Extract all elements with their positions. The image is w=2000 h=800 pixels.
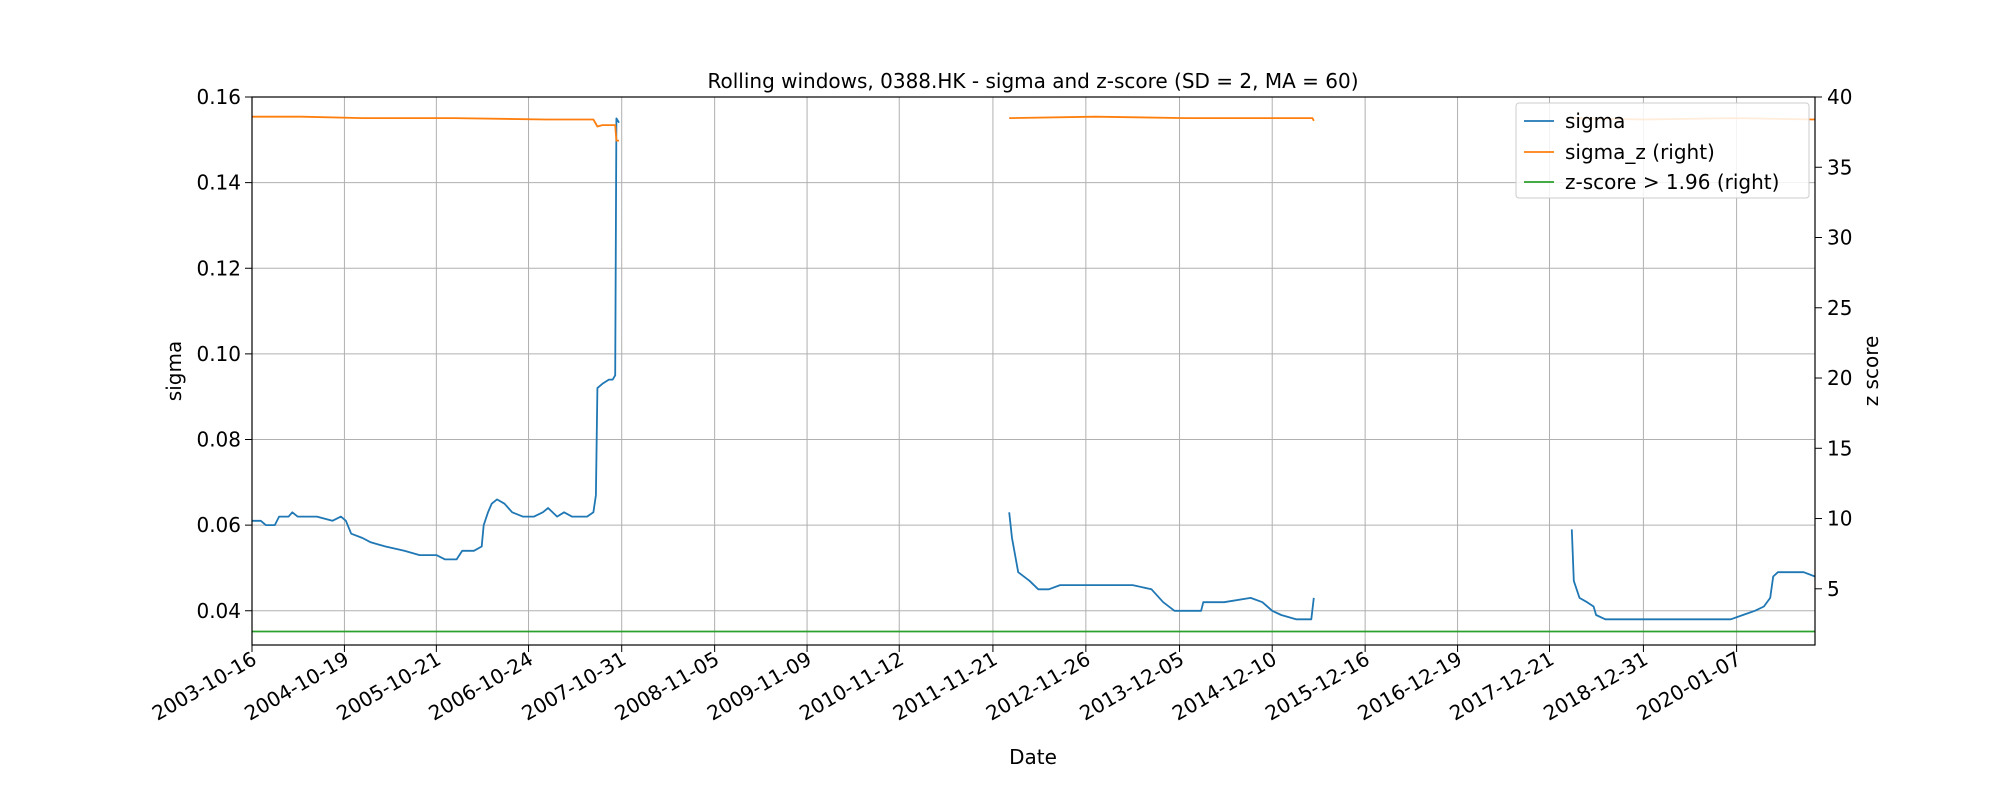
right-axis-ticks: 5 10 15 20 25 30 35 40 [1815, 85, 1852, 601]
series-0-segment-0 [252, 117, 620, 561]
series-1-segment-1 [1009, 115, 1315, 122]
right-tick-label: 20 [1827, 366, 1852, 390]
right-tick-label: 40 [1827, 85, 1852, 109]
y-tick-label: 0.08 [196, 428, 241, 452]
x-axis-label: Date [1009, 745, 1057, 769]
series-lines [252, 115, 1816, 633]
y-axis-ticks: 0.04 0.06 0.08 0.10 0.12 0.14 0.16 [196, 85, 252, 623]
right-tick-label: 5 [1827, 577, 1840, 601]
y-tick-label: 0.16 [196, 85, 241, 109]
y-tick-label: 0.12 [196, 256, 241, 280]
y-tick-label: 0.10 [196, 342, 241, 366]
right-tick-label: 25 [1827, 296, 1852, 320]
series-1-segment-0 [252, 115, 619, 142]
legend-label-z-threshold: z-score > 1.96 (right) [1565, 170, 1779, 194]
y-tick-label: 0.04 [196, 599, 241, 623]
plot-frame [251, 96, 1816, 646]
right-tick-label: 10 [1827, 507, 1852, 531]
legend: sigma sigma_z (right) z-score > 1.96 (ri… [1515, 102, 1810, 199]
right-axis-label: z score [1859, 336, 1883, 407]
legend-label-sigma-z: sigma_z (right) [1565, 140, 1715, 164]
legend-box [1515, 102, 1810, 199]
series-0-segment-1 [1008, 512, 1315, 621]
right-tick-label: 30 [1827, 226, 1852, 250]
right-tick-label: 15 [1827, 436, 1852, 460]
right-tick-label: 35 [1827, 155, 1852, 179]
y-axis-label: sigma [162, 341, 186, 401]
chart-title: Rolling windows, 0388.HK - sigma and z-s… [707, 69, 1358, 93]
series-0-segment-2 [1570, 529, 1816, 621]
y-tick-label: 0.06 [196, 513, 241, 537]
y-tick-label: 0.14 [196, 171, 241, 195]
legend-label-sigma: sigma [1565, 109, 1625, 133]
